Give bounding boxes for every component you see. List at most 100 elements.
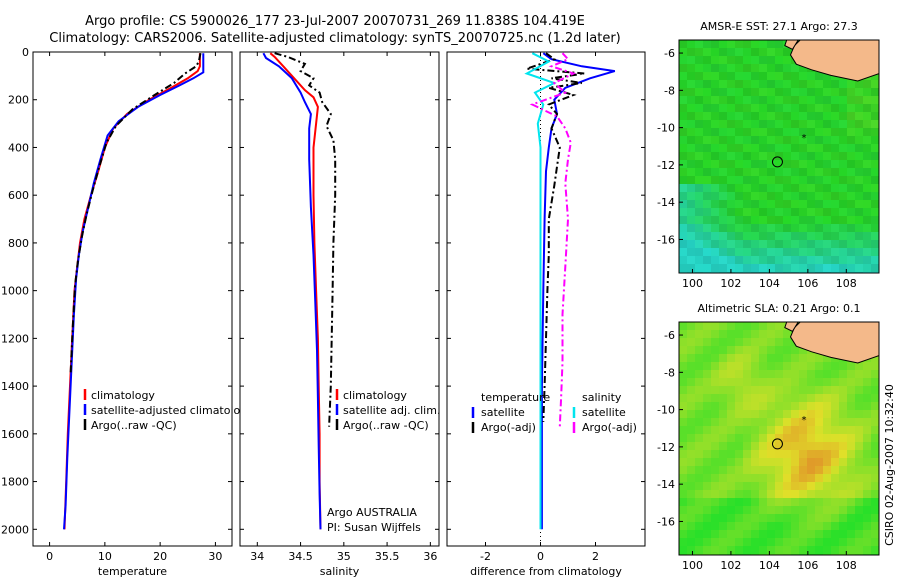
map-cell <box>743 104 752 113</box>
map-cell <box>791 490 800 499</box>
map-cell <box>831 128 840 137</box>
map-cell <box>703 208 712 217</box>
map-cell <box>735 72 744 81</box>
map-cell <box>783 498 792 507</box>
map-cell <box>743 40 752 49</box>
map-cell <box>687 200 696 209</box>
map-cell <box>775 338 784 347</box>
map-cell <box>791 216 800 225</box>
map-cell <box>815 370 824 379</box>
map-cell <box>831 450 840 459</box>
map-cell <box>815 498 824 507</box>
map-cell <box>735 442 744 451</box>
x-tick-label: 2 <box>592 550 599 563</box>
map-cell <box>679 240 688 249</box>
map-cell <box>799 104 808 113</box>
map-cell <box>695 248 704 257</box>
map-cell <box>799 112 808 121</box>
map-cell <box>743 514 752 523</box>
star-marker: * <box>802 415 807 426</box>
map-cell <box>815 200 824 209</box>
map-cell <box>799 120 808 129</box>
y-tick-label: 1800 <box>1 476 29 489</box>
map-cell <box>847 362 856 371</box>
map-cell <box>727 248 736 257</box>
map-cell <box>695 192 704 201</box>
x-tick-label: 108 <box>836 559 857 572</box>
map-cell <box>783 72 792 81</box>
map-cell <box>823 522 832 531</box>
map-cell <box>783 176 792 185</box>
map-cell <box>863 120 872 129</box>
map-cell <box>807 104 816 113</box>
map-cell <box>839 362 848 371</box>
map-cell <box>719 176 728 185</box>
map-cell <box>799 168 808 177</box>
map-cell <box>871 506 879 515</box>
map-cell <box>863 450 872 459</box>
map-cell <box>863 370 872 379</box>
map-cell <box>711 362 720 371</box>
map-cell <box>719 346 728 355</box>
map-cell <box>839 144 848 153</box>
map-cell <box>831 386 840 395</box>
plots-layer: 0 10 20 30temperature0200400600800100012001… <box>1 20 880 578</box>
map-cell <box>807 248 816 257</box>
map-cell <box>863 418 872 427</box>
map-cell <box>743 80 752 89</box>
map-cell <box>783 378 792 387</box>
map-cell <box>767 354 776 363</box>
map-cell <box>703 160 712 169</box>
map-cell <box>799 88 808 97</box>
map-cell <box>735 450 744 459</box>
map-cell <box>831 264 840 273</box>
map-cell <box>767 48 776 57</box>
land-sumatra <box>784 322 799 332</box>
map-cell <box>687 402 696 411</box>
map-cell <box>839 224 848 233</box>
map-cell <box>871 522 879 531</box>
map-cell <box>751 426 760 435</box>
map-cell <box>703 72 712 81</box>
map-cell <box>863 474 872 483</box>
map-cell <box>735 168 744 177</box>
map-cell <box>719 144 728 153</box>
map-cell <box>775 546 784 555</box>
map-cell <box>743 450 752 459</box>
map-cell <box>863 96 872 105</box>
map-cell <box>823 72 832 81</box>
y-tick-label: 1600 <box>1 428 29 441</box>
map-cell <box>751 546 760 555</box>
map-cell <box>759 402 768 411</box>
map-cell <box>719 378 728 387</box>
map-cell <box>847 546 856 555</box>
map-cell <box>823 546 832 555</box>
map-cell <box>799 538 808 547</box>
map-cell <box>767 96 776 105</box>
map-cell <box>759 434 768 443</box>
map-cell <box>719 418 728 427</box>
panel-salinity: 34 34.5 35 35.5 36 salinity climatology satelli… <box>239 51 440 578</box>
map-cell <box>679 104 688 113</box>
legend-label: climatology <box>343 389 407 402</box>
map-cell <box>807 224 816 233</box>
map-cell <box>695 538 704 547</box>
map-title: AMSR-E SST: 27.1 Argo: 27.3 <box>700 20 858 33</box>
map-cell <box>711 144 720 153</box>
map-cell <box>767 402 776 411</box>
map-cell <box>799 418 808 427</box>
map-cell <box>783 426 792 435</box>
map-cell <box>743 338 752 347</box>
map-cell <box>767 538 776 547</box>
map-cell <box>775 176 784 185</box>
map-cell <box>839 168 848 177</box>
y-tick-label: 2000 <box>1 523 29 536</box>
map-cell <box>703 136 712 145</box>
map-cell <box>711 56 720 65</box>
x-axis-label: salinity <box>320 565 360 578</box>
map-cell <box>695 450 704 459</box>
map-cell <box>783 402 792 411</box>
map-cell <box>751 522 760 531</box>
map-cell <box>823 224 832 233</box>
map-cell <box>679 72 688 81</box>
